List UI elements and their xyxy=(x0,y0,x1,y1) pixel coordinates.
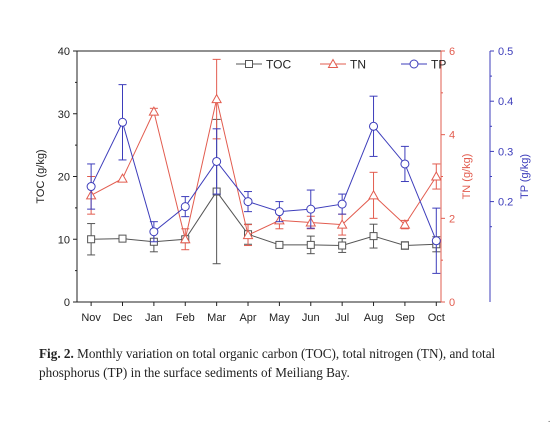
y-left-axis-label: TOC (g/kg) xyxy=(35,149,47,203)
x-tick-label: Nov xyxy=(81,312,101,324)
tp-point xyxy=(243,197,253,207)
y-right-tick-label: 6 xyxy=(449,46,455,58)
x-tick-label: Apr xyxy=(239,312,256,324)
toc-point xyxy=(400,241,409,250)
x-tick-label: Jan xyxy=(145,312,163,324)
tn-legend-label: TN xyxy=(350,58,366,72)
x-tick-label: Jul xyxy=(335,312,349,324)
x-tick-label: Oct xyxy=(428,312,445,324)
y-right2-tick-label: 0.3 xyxy=(498,146,513,158)
caption-label: Fig. 2. xyxy=(39,346,74,361)
tp-point xyxy=(337,199,347,209)
tn-point xyxy=(211,93,222,104)
tn-point xyxy=(430,170,442,181)
figure-caption: Fig. 2. Monthly variation on total organ… xyxy=(39,344,519,382)
y-right-tick-label: 0 xyxy=(449,297,455,309)
tn-series-line xyxy=(90,98,437,240)
y-right2-axis-label: TP (g/kg) xyxy=(519,154,531,199)
tp-point xyxy=(86,182,96,192)
tp-legend-label: TP xyxy=(431,58,446,72)
toc-point xyxy=(306,240,315,249)
tp-point xyxy=(400,159,410,169)
tp-legend-marker xyxy=(409,59,419,69)
toc-series-line xyxy=(91,190,437,247)
x-tick-label: Dec xyxy=(113,312,133,324)
tp-point xyxy=(431,236,441,246)
x-tick-label: Sep xyxy=(395,312,415,324)
x-tick-label: May xyxy=(269,312,290,324)
y-left-tick-label: 0 xyxy=(64,297,70,309)
toc-point xyxy=(275,240,284,249)
x-tick-label: Mar xyxy=(207,312,226,324)
x-tick-label: Aug xyxy=(364,312,384,324)
x-tick-label: Feb xyxy=(176,312,195,324)
tn-point xyxy=(399,219,411,229)
y-left-tick-label: 10 xyxy=(58,234,70,246)
y-left-tick-label: 20 xyxy=(58,172,70,184)
toc-legend-marker xyxy=(245,60,253,68)
tp-series-line xyxy=(90,120,437,241)
y-right-tick-label: 4 xyxy=(449,130,455,142)
y-left-tick-label: 40 xyxy=(58,46,70,58)
y-right2-tick-label: 0.2 xyxy=(498,197,513,209)
tp-point xyxy=(149,227,159,237)
tn-point xyxy=(117,173,128,183)
tn-point xyxy=(368,189,379,200)
tp-point xyxy=(118,117,127,127)
tp-point xyxy=(212,156,222,166)
tn-point xyxy=(336,219,348,229)
tn-point xyxy=(148,106,160,116)
tn-legend-marker xyxy=(327,58,339,68)
y-right2-tick-label: 0.4 xyxy=(498,96,513,108)
chart-figure: 0 10 20 30 40 TOC (g/kg) 0 2 4 6 TN (g/kg) 0.2 0.3 0.… xyxy=(35,46,531,324)
toc-point xyxy=(118,234,127,243)
tp-point xyxy=(369,121,379,131)
toc-point xyxy=(87,235,96,244)
x-tick-label: Jun xyxy=(302,312,320,324)
toc-point xyxy=(369,232,378,241)
y-right2-tick-label: 0.5 xyxy=(498,46,513,58)
toc-legend-label: TOC xyxy=(266,58,291,72)
toc-point xyxy=(338,241,347,250)
tn-point xyxy=(179,233,191,244)
stray-mark: . xyxy=(548,414,551,424)
y-right-axis-label: TN (g/kg) xyxy=(461,154,473,200)
tp-point xyxy=(306,204,316,214)
tp-point xyxy=(180,202,190,212)
tp-point xyxy=(274,207,284,217)
tn-point xyxy=(242,229,254,240)
y-right-tick-label: 2 xyxy=(449,213,455,225)
y-left-tick-label: 30 xyxy=(58,109,70,121)
caption-text: Monthly variation on total organic carbo… xyxy=(39,346,496,380)
